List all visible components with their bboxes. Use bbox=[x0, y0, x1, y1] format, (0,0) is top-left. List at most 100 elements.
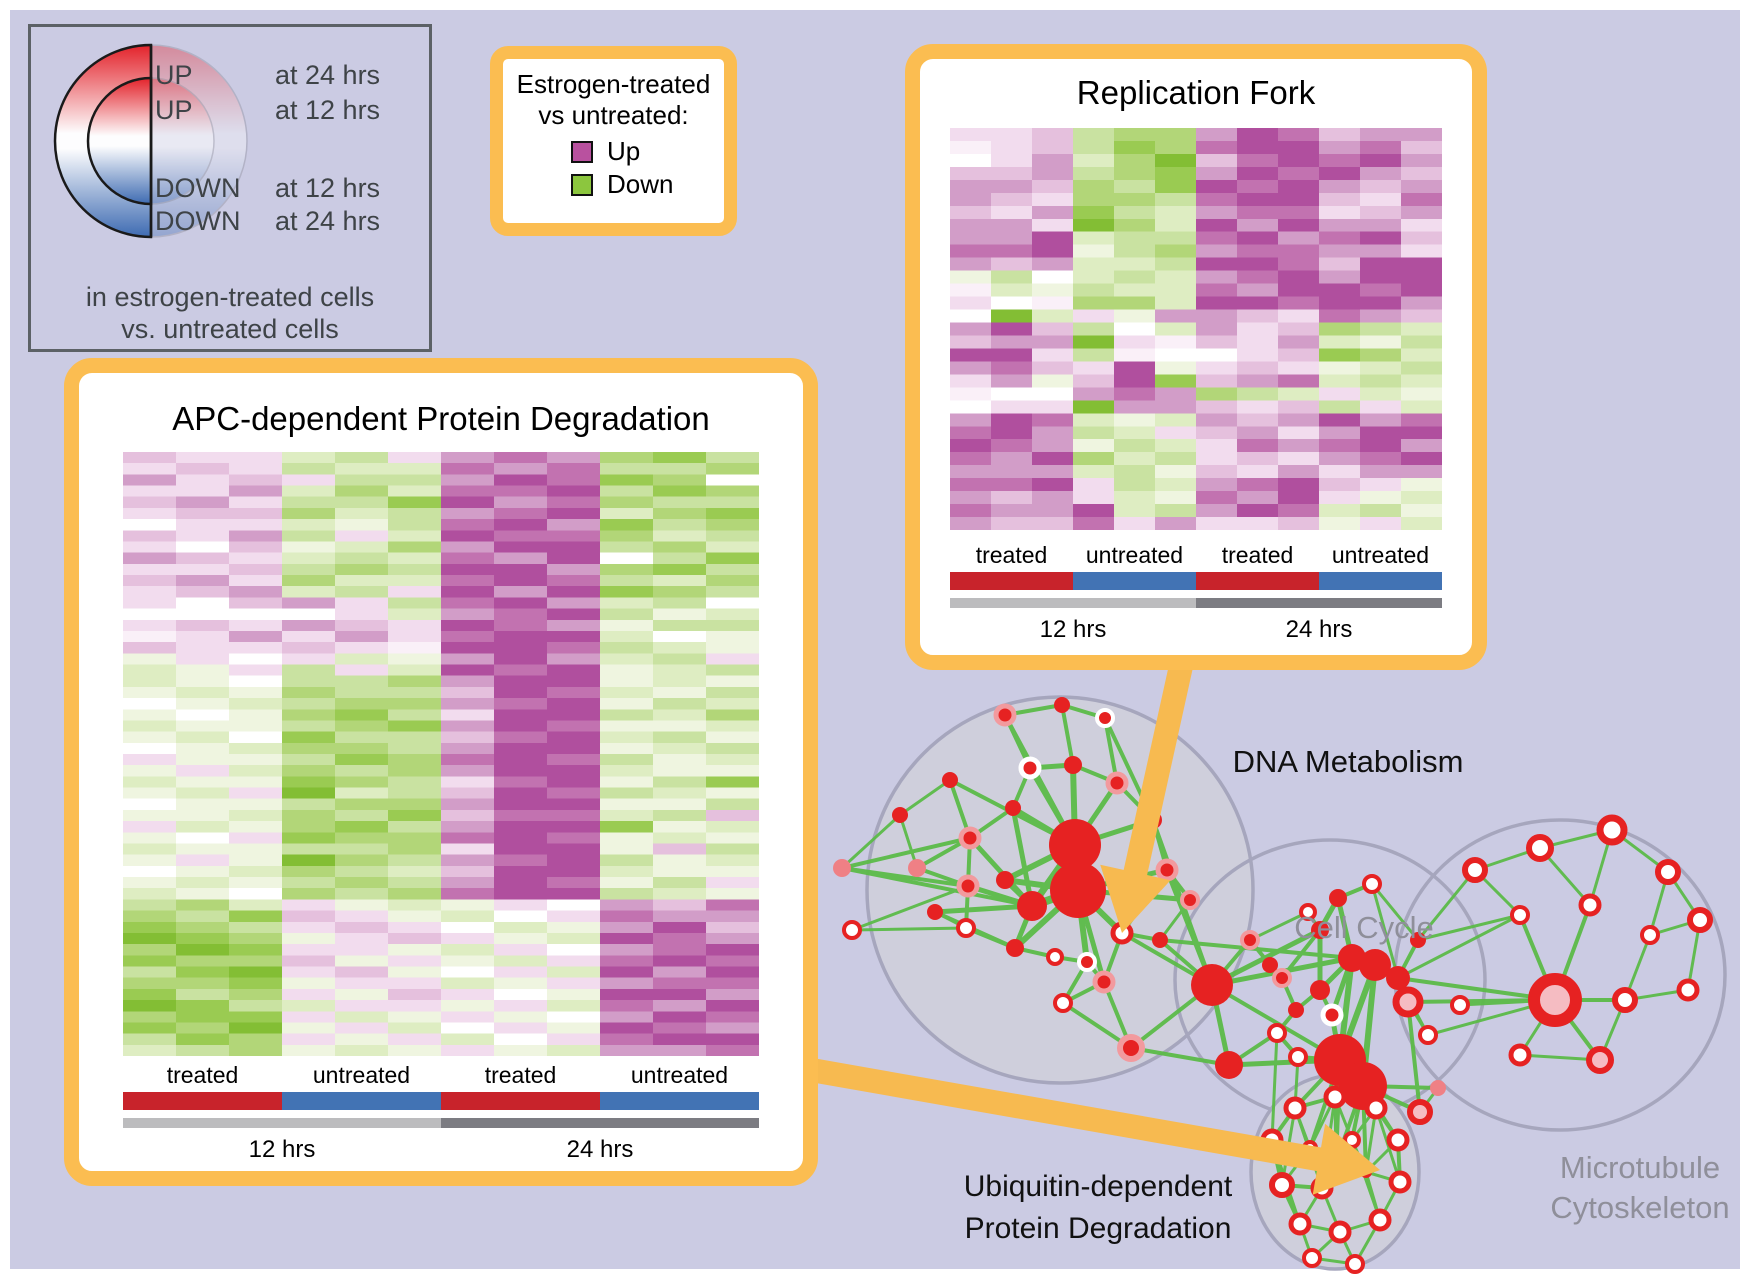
network-node bbox=[1155, 858, 1179, 882]
apc-group-labels: treated untreated treated untreated bbox=[123, 1062, 759, 1089]
apc-time-labels: 12 hrs 24 hrs bbox=[123, 1136, 759, 1164]
overlap-at-24-label: at 24 hrs bbox=[275, 60, 381, 90]
overlap-down-at-24-label: at 24 hrs bbox=[275, 206, 381, 236]
apc-bar-treated-24 bbox=[441, 1092, 600, 1110]
network-node bbox=[993, 703, 1017, 727]
network-node bbox=[1262, 957, 1278, 973]
network-node bbox=[842, 920, 862, 940]
network-node bbox=[1612, 987, 1638, 1013]
flow-arrow bbox=[797, 1056, 1380, 1195]
heatmap-cells bbox=[123, 452, 759, 1056]
network-node bbox=[1345, 1254, 1365, 1274]
rf-group-untreated-12: untreated bbox=[1085, 542, 1184, 568]
network-node bbox=[1018, 756, 1042, 780]
rf-time-bar bbox=[950, 598, 1442, 608]
network-node bbox=[1095, 708, 1115, 728]
network-node bbox=[1407, 1099, 1433, 1125]
network-node bbox=[956, 918, 976, 938]
network-node bbox=[1302, 1248, 1322, 1268]
rf-group-treated-12: treated bbox=[975, 542, 1048, 568]
network-node bbox=[1364, 1096, 1388, 1120]
up-label: Up bbox=[607, 136, 641, 166]
updown-legend-title: Estrogen-treated vs untreated: bbox=[503, 69, 724, 131]
overlap-down-12-label: DOWN bbox=[155, 173, 241, 203]
network-node bbox=[1388, 1170, 1412, 1194]
overlap-ring-diagram bbox=[53, 43, 248, 239]
cluster-label: Cell Cycle bbox=[1294, 910, 1434, 945]
rf-bar-untreated-24 bbox=[1319, 572, 1442, 590]
network-node bbox=[1362, 874, 1382, 894]
updown-title-line2: vs untreated: bbox=[538, 100, 689, 130]
network-node bbox=[892, 807, 908, 823]
network-node bbox=[908, 859, 926, 877]
network-node bbox=[1508, 1043, 1532, 1067]
network-node bbox=[1528, 973, 1582, 1027]
updown-title-line1: Estrogen-treated bbox=[516, 69, 711, 99]
apc-bar-untreated-24 bbox=[600, 1092, 759, 1110]
network-node bbox=[1329, 889, 1347, 907]
replication-fork-panel-title: Replication Fork bbox=[1076, 74, 1316, 111]
apc-bar-untreated-12 bbox=[282, 1092, 441, 1110]
network-node bbox=[1676, 978, 1700, 1002]
rf-treatment-bar bbox=[950, 572, 1442, 590]
network-node bbox=[1152, 932, 1168, 948]
network-node bbox=[1006, 939, 1024, 957]
rf-bar-untreated-12 bbox=[1073, 572, 1196, 590]
network-node bbox=[1386, 966, 1410, 990]
network-node bbox=[1049, 819, 1101, 871]
network-node bbox=[1410, 932, 1426, 948]
rf-time-labels: 12 hrs 24 hrs bbox=[950, 616, 1442, 644]
overlap-legend-box: UP at 24 hrs UP at 12 hrs DOWN at 12 hrs… bbox=[28, 24, 432, 352]
network-node bbox=[1328, 1220, 1352, 1244]
network-node bbox=[1320, 1003, 1344, 1027]
network-node bbox=[833, 859, 851, 877]
apc-group-untreated-24: untreated bbox=[630, 1062, 729, 1088]
network-node bbox=[1191, 964, 1233, 1006]
network-node bbox=[1269, 1172, 1295, 1198]
network-node bbox=[1064, 756, 1082, 774]
network-node bbox=[1077, 952, 1097, 972]
updown-legend-box: Estrogen-treated vs untreated: Up Down bbox=[490, 46, 737, 236]
apc-bar-12hrs bbox=[123, 1118, 441, 1128]
network-node bbox=[1596, 814, 1628, 846]
legend-item-down: Down bbox=[571, 168, 724, 201]
network-node bbox=[1017, 891, 1047, 921]
overlap-up-24-label: UP bbox=[155, 60, 193, 90]
inner-ring-left-half bbox=[86, 76, 153, 206]
network-node bbox=[1323, 1085, 1347, 1109]
network-node bbox=[1272, 968, 1292, 988]
down-label: Down bbox=[607, 169, 674, 199]
network-node bbox=[1240, 930, 1260, 950]
network-node bbox=[1046, 948, 1064, 966]
apc-heatmap bbox=[123, 452, 759, 1056]
cluster-label: Ubiquitin-dependent bbox=[964, 1170, 1233, 1203]
network-node bbox=[1180, 890, 1200, 910]
cluster-label: Cytoskeleton bbox=[1550, 1190, 1729, 1225]
network-node bbox=[1640, 925, 1660, 945]
network-node bbox=[956, 874, 980, 898]
network-node bbox=[1359, 949, 1391, 981]
network-node bbox=[1430, 1080, 1446, 1096]
network-node bbox=[1368, 1208, 1392, 1232]
network-node bbox=[996, 871, 1014, 889]
network-node bbox=[1267, 1023, 1287, 1043]
network-node bbox=[1050, 862, 1106, 918]
network-node bbox=[927, 904, 943, 920]
network-node bbox=[1310, 980, 1330, 1000]
network-node bbox=[1288, 1002, 1304, 1018]
network-node bbox=[1092, 970, 1116, 994]
apc-group-treated-24: treated bbox=[484, 1062, 557, 1088]
network-node bbox=[1687, 907, 1713, 933]
cluster-label: Microtubule bbox=[1560, 1150, 1720, 1185]
rf-24hrs-label: 24 hrs bbox=[1285, 616, 1353, 643]
heatmap-cells bbox=[950, 128, 1442, 530]
overlap-footer-line1: in estrogen-treated cells bbox=[85, 282, 375, 312]
network-node bbox=[1105, 771, 1129, 795]
network-node bbox=[942, 772, 958, 788]
apc-bar-treated-12 bbox=[123, 1092, 282, 1110]
network-node bbox=[1418, 1025, 1438, 1045]
network-node bbox=[1299, 903, 1317, 921]
network-node bbox=[1392, 986, 1424, 1018]
network-node bbox=[1117, 1034, 1145, 1062]
